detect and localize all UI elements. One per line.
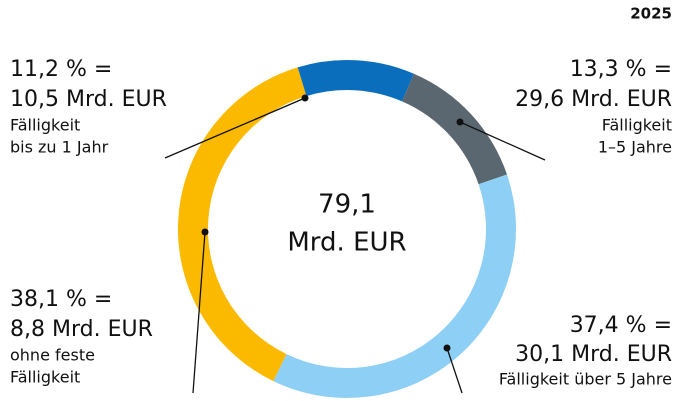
donut-segment (178, 67, 307, 382)
category-label: Fälligkeit über 5 Jahre (499, 370, 672, 389)
leader-line (446, 347, 463, 394)
leader-dot (201, 228, 209, 236)
leader-line (164, 97, 306, 159)
amount-label: 30,1 Mrd. EUR (515, 342, 672, 367)
center-value: 79,1 (318, 190, 376, 220)
donut-segment (402, 73, 507, 185)
chart-subtitle: 2025 (630, 5, 672, 23)
category-label: Fälligkeit (10, 368, 80, 387)
leader-dot (301, 94, 309, 102)
leader-line (459, 121, 546, 161)
category-label: ohne feste (10, 346, 95, 365)
amount-label: 8,8 Mrd. EUR (10, 317, 153, 342)
category-label: 1–5 Jahre (598, 138, 672, 157)
donut-segment (297, 60, 414, 102)
percent-label: 13,3 % = (570, 57, 672, 82)
category-label: bis zu 1 Jahr (10, 138, 109, 157)
donut-segment (273, 174, 516, 398)
percent-label: 37,4 % = (570, 313, 672, 338)
category-label: Fälligkeit (10, 116, 80, 135)
center-unit: Mrd. EUR (287, 228, 406, 258)
leader-dot (456, 118, 464, 126)
amount-label: 29,6 Mrd. EUR (515, 87, 672, 112)
category-label: Fälligkeit (602, 116, 672, 135)
amount-label: 10,5 Mrd. EUR (10, 87, 167, 112)
leader-line (192, 231, 206, 394)
leader-dot (443, 344, 451, 352)
percent-label: 11,2 % = (10, 57, 112, 82)
percent-label: 38,1 % = (10, 287, 112, 312)
